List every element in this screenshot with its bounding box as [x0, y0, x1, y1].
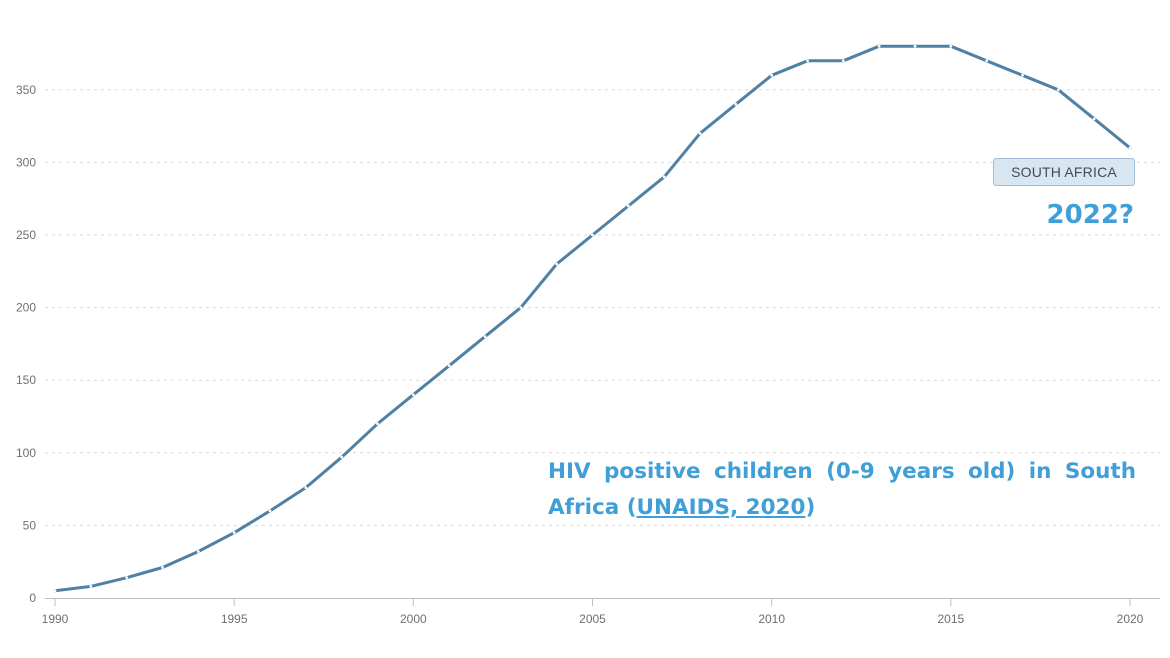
y-tick-label-300: 300	[16, 155, 36, 169]
x-axis	[45, 598, 1160, 606]
data-point-1995[interactable]	[232, 531, 236, 535]
question-year-annotation: 2022?	[1046, 200, 1134, 230]
data-point-2012[interactable]	[841, 59, 845, 63]
caption-source-link[interactable]: UNAIDS, 2020	[636, 495, 806, 520]
x-tick-label-1995: 1995	[221, 612, 248, 626]
x-tick-label-2015: 2015	[937, 612, 964, 626]
data-point-2015[interactable]	[949, 44, 953, 48]
data-point-2004[interactable]	[555, 262, 559, 266]
y-tick-label-100: 100	[16, 446, 36, 460]
data-point-1999[interactable]	[376, 422, 379, 426]
y-tick-label-250: 250	[16, 228, 36, 242]
data-point-2003[interactable]	[519, 306, 523, 309]
series-south-africa	[53, 44, 1132, 593]
data-point-2006[interactable]	[626, 204, 630, 208]
caption-text: HIV positive children (0-9 years old) in…	[548, 459, 1136, 520]
x-axis-tick-labels: 1990 1995 2000 2005 2010 2015 2020	[42, 612, 1144, 626]
data-point-2011[interactable]	[806, 59, 809, 63]
x-tick-label-2005: 2005	[579, 612, 606, 626]
y-tick-label-150: 150	[16, 373, 36, 387]
x-tick-label-2020: 2020	[1117, 612, 1144, 626]
data-point-2019[interactable]	[1092, 117, 1096, 121]
data-point-1992[interactable]	[125, 576, 129, 580]
chart-caption: HIV positive children (0-9 years old) in…	[548, 454, 1136, 526]
data-point-2014[interactable]	[913, 44, 917, 48]
x-tick-label-2000: 2000	[400, 612, 427, 626]
data-point-1996[interactable]	[268, 509, 272, 513]
data-point-2016[interactable]	[985, 59, 989, 63]
data-point-2000[interactable]	[411, 393, 415, 397]
data-point-2007[interactable]	[662, 175, 666, 179]
data-point-2001[interactable]	[447, 364, 451, 368]
data-point-1990[interactable]	[53, 589, 57, 593]
data-point-2020[interactable]	[1128, 146, 1132, 150]
data-point-2009[interactable]	[734, 102, 738, 106]
data-point-2017[interactable]	[1021, 73, 1024, 77]
y-axis-tick-labels: 0 50 100 150 200 250 300 350	[16, 83, 36, 605]
data-point-2010[interactable]	[770, 73, 774, 77]
data-point-2002[interactable]	[483, 335, 487, 339]
y-tick-label-200: 200	[16, 301, 36, 315]
data-point-1997[interactable]	[304, 486, 308, 490]
data-point-2005[interactable]	[591, 233, 594, 237]
data-point-1998[interactable]	[340, 455, 344, 459]
data-point-1993[interactable]	[161, 566, 164, 569]
data-point-1994[interactable]	[196, 550, 200, 553]
data-point-1991[interactable]	[89, 584, 93, 588]
data-point-2013[interactable]	[877, 44, 881, 48]
x-tick-label-1990: 1990	[42, 612, 69, 626]
y-tick-label-350: 350	[16, 83, 36, 97]
series-label-badge: SOUTH AFRICA	[993, 158, 1135, 186]
x-tick-label-2010: 2010	[758, 612, 785, 626]
y-tick-label-0: 0	[29, 591, 36, 605]
data-point-2018[interactable]	[1056, 88, 1060, 92]
data-point-2008[interactable]	[698, 131, 702, 135]
y-tick-label-50: 50	[23, 518, 37, 532]
caption-close-paren: )	[805, 495, 816, 520]
